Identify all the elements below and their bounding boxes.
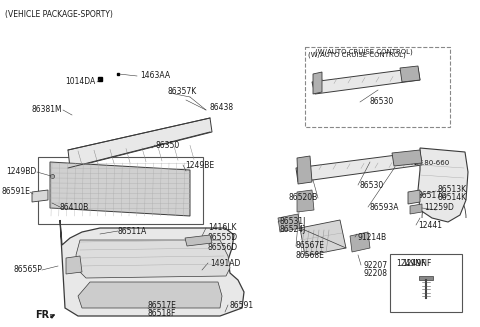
Polygon shape (400, 66, 420, 82)
Polygon shape (78, 282, 222, 308)
Text: 86567E: 86567E (296, 242, 325, 250)
Text: 1491AD: 1491AD (210, 259, 240, 267)
Polygon shape (300, 220, 346, 256)
Polygon shape (60, 220, 244, 316)
Polygon shape (313, 72, 322, 94)
Polygon shape (408, 190, 420, 204)
Text: 86565P: 86565P (13, 266, 42, 274)
Text: 86350: 86350 (155, 141, 179, 149)
Bar (38, 157, 203, 224)
Text: (VEHICLE PACKAGE-SPORTY): (VEHICLE PACKAGE-SPORTY) (5, 10, 113, 19)
Text: 1249NF: 1249NF (402, 259, 432, 267)
Polygon shape (32, 190, 48, 202)
Text: 86517G: 86517G (418, 192, 448, 200)
Text: 92207: 92207 (363, 261, 387, 269)
Text: FR.: FR. (35, 310, 53, 320)
Polygon shape (392, 150, 422, 166)
Polygon shape (66, 256, 82, 274)
Text: 86556D: 86556D (208, 244, 238, 252)
Text: 86518F: 86518F (148, 308, 176, 318)
Text: 86530: 86530 (360, 181, 384, 190)
Polygon shape (297, 190, 314, 212)
Text: 86568E: 86568E (296, 250, 325, 260)
Text: 86530: 86530 (370, 97, 394, 107)
Text: (W/AUTO CRUISE CONTROL): (W/AUTO CRUISE CONTROL) (308, 52, 406, 59)
Text: 86591E: 86591E (1, 187, 30, 197)
Text: 86357K: 86357K (168, 88, 197, 96)
Text: 86410B: 86410B (60, 202, 89, 212)
Text: 86511A: 86511A (118, 227, 147, 235)
Polygon shape (350, 232, 370, 252)
Text: (W/AUTO CRUISE CONTROL): (W/AUTO CRUISE CONTROL) (315, 49, 413, 55)
Text: 86513K: 86513K (438, 184, 467, 194)
Text: 86555D: 86555D (208, 233, 238, 243)
Text: 86514K: 86514K (438, 193, 467, 201)
Text: 91214B: 91214B (357, 232, 386, 242)
Text: 1249NF: 1249NF (396, 259, 425, 267)
Polygon shape (410, 204, 422, 214)
Text: 1463AA: 1463AA (140, 72, 170, 80)
Text: 86524J: 86524J (279, 226, 305, 234)
Polygon shape (76, 240, 230, 278)
Polygon shape (185, 235, 212, 246)
Polygon shape (296, 152, 422, 182)
Text: 1014DA: 1014DA (65, 77, 95, 87)
Text: 1249BD: 1249BD (6, 167, 36, 177)
Text: 1416LK: 1416LK (208, 223, 237, 232)
Polygon shape (68, 118, 212, 168)
Polygon shape (419, 276, 433, 280)
Text: 86531J: 86531J (279, 216, 305, 226)
Bar (390, 254, 462, 312)
Text: 86591: 86591 (230, 301, 254, 309)
Text: 92208: 92208 (363, 268, 387, 278)
Text: 86520B: 86520B (289, 194, 318, 202)
Bar (305, 47, 450, 127)
Polygon shape (50, 162, 190, 216)
Text: 12441: 12441 (418, 220, 442, 230)
Text: REF.80-660: REF.80-660 (410, 160, 449, 166)
Text: 1249BE: 1249BE (185, 161, 214, 169)
Polygon shape (312, 68, 420, 94)
Text: 11259D: 11259D (424, 203, 454, 213)
Ellipse shape (107, 181, 129, 195)
Text: 86381M: 86381M (31, 106, 62, 114)
Polygon shape (418, 148, 468, 222)
Polygon shape (278, 214, 300, 232)
Text: 86517E: 86517E (148, 301, 177, 309)
Text: 86438: 86438 (210, 104, 234, 112)
Polygon shape (297, 156, 312, 184)
Text: 86593A: 86593A (370, 202, 399, 212)
